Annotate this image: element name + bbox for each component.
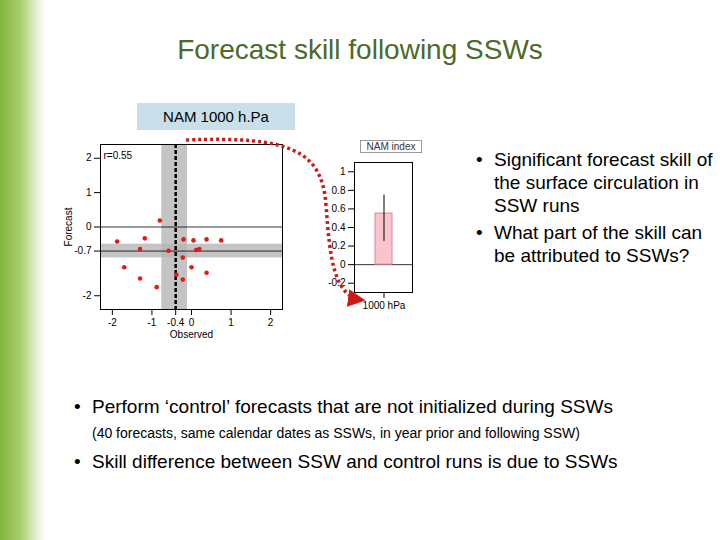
svg-text:-0.7: -0.7: [74, 245, 92, 256]
html-text:Skill difference between SSW a: Skill difference between SSW and control…: [92, 451, 618, 472]
svg-text:0.6: 0.6: [332, 203, 346, 214]
svg-text:2: 2: [86, 152, 92, 163]
html-text:NAM 1000 h.Pa: NAM 1000 h.Pa: [163, 108, 269, 125]
html-text:(40 forecasts, same calendar d: (40 forecasts, same calendar dates as SS…: [92, 425, 580, 441]
svg-text:1: 1: [86, 187, 92, 198]
svg-text:Observed: Observed: [170, 329, 213, 340]
html-text:Forecast skill following SSWs: Forecast skill following SSWs: [177, 34, 543, 65]
html-text:Perform ‘control’ forecasts th: Perform ‘control’ forecasts that are not…: [92, 396, 613, 417]
svg-text:-1: -1: [147, 317, 156, 328]
svg-text:0: 0: [340, 259, 346, 270]
svg-text:-2: -2: [83, 290, 92, 301]
svg-text:1: 1: [228, 317, 234, 328]
html-text:What part of the skill can be: What part of the skill can be attributed…: [494, 222, 702, 266]
svg-text:1: 1: [340, 166, 346, 177]
svg-text:0.4: 0.4: [332, 222, 346, 233]
svg-text:-2: -2: [108, 317, 117, 328]
svg-text:0: 0: [189, 317, 195, 328]
html-text:NAM index: NAM index: [366, 141, 416, 152]
svg-text:r=0.55: r=0.55: [104, 150, 133, 161]
svg-text:2: 2: [268, 317, 274, 328]
svg-text:Forecast: Forecast: [63, 207, 74, 246]
svg-text:0.2: 0.2: [332, 240, 346, 251]
svg-text:-0.2: -0.2: [328, 277, 346, 288]
svg-text:0.8: 0.8: [332, 185, 346, 196]
svg-text:0: 0: [86, 221, 92, 232]
svg-text:1000 hPa: 1000 hPa: [363, 300, 406, 311]
html-text:Significant forecast skill of: Significant forecast skill of the surfac…: [494, 149, 713, 216]
svg-text:-0.4: -0.4: [167, 317, 185, 328]
